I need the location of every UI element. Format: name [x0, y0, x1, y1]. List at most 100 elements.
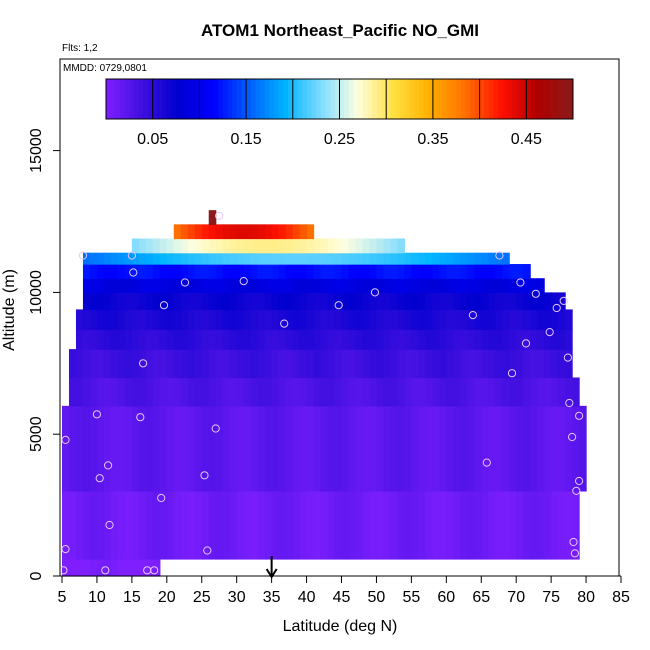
flight-point	[203, 546, 212, 555]
colorbar-swatch	[446, 79, 453, 119]
heatmap-cell	[131, 278, 140, 293]
heatmap-cell	[460, 309, 468, 330]
heatmap-cell	[299, 309, 308, 330]
heatmap-cell	[509, 490, 517, 560]
heatmap-cell	[264, 405, 273, 492]
heatmap-cell	[145, 329, 154, 350]
heatmap-cell	[516, 329, 524, 350]
heatmap-cell	[404, 377, 412, 407]
colorbar-tick-label: 0.25	[324, 131, 355, 148]
heatmap-cell	[404, 490, 412, 560]
heatmap-cell	[495, 377, 503, 407]
heatmap-cell	[306, 278, 315, 293]
colorbar-swatch	[204, 79, 210, 119]
x-tick-label: 85	[612, 589, 630, 606]
heatmap-cell	[390, 309, 398, 330]
heatmap-cell	[523, 292, 531, 311]
heatmap-cell	[208, 224, 217, 240]
heatmap-cell	[166, 309, 175, 330]
heatmap-cell	[376, 405, 385, 492]
colorbar-swatch	[288, 79, 294, 119]
x-tick-label: 70	[507, 589, 525, 606]
colorbar-swatch	[306, 79, 312, 119]
heatmap-cell	[208, 210, 217, 225]
heatmap-cell	[502, 405, 510, 492]
heatmap-cell	[201, 377, 210, 407]
heatmap-cell	[376, 278, 385, 293]
flight-point	[507, 369, 517, 378]
heatmap-cell	[250, 252, 259, 265]
heatmap-cell	[383, 264, 392, 279]
heatmap-cell	[411, 252, 419, 265]
heatmap-cell	[432, 309, 440, 330]
heatmap-cell	[502, 349, 510, 379]
heatmap-cell	[397, 309, 405, 330]
heatmap-cell	[103, 405, 112, 492]
heatmap-cell	[474, 405, 482, 492]
heatmap-cell	[285, 252, 294, 265]
heatmap-cell	[187, 329, 196, 350]
dates-label: MMDD: 0729,0801	[63, 63, 147, 74]
heatmap-cell	[236, 278, 245, 293]
heatmap-cell	[201, 264, 210, 279]
heatmap-cell	[271, 329, 280, 350]
heatmap-cell	[89, 349, 98, 379]
x-tick-label: 10	[88, 589, 106, 606]
heatmap-cell	[124, 252, 133, 265]
heatmap-cell	[537, 349, 545, 379]
heatmap-cell	[222, 405, 231, 492]
heatmap-cell	[166, 264, 175, 279]
flight-point	[521, 339, 531, 348]
colorbar-swatch	[362, 79, 369, 119]
heatmap-cell	[117, 278, 126, 293]
heatmap-cell	[544, 349, 552, 379]
colorbar-swatch	[512, 79, 518, 119]
heatmap-cell	[523, 278, 531, 293]
colorbar-swatch	[456, 79, 462, 119]
heatmap-cell	[271, 278, 280, 293]
heatmap-cell	[229, 252, 238, 265]
heatmap-cell	[208, 490, 217, 560]
heatmap-cell	[96, 278, 105, 293]
heatmap-cell	[278, 224, 287, 240]
heatmap-cell	[446, 278, 454, 293]
heatmap-cell	[145, 377, 154, 407]
heatmap-cell	[250, 377, 259, 407]
colorbar-swatch	[152, 79, 158, 119]
heatmap-cell	[474, 349, 482, 379]
colorbar-swatch	[255, 79, 261, 119]
heatmap-cell	[180, 292, 189, 311]
heatmap-cell	[166, 490, 175, 560]
heatmap-cell	[327, 309, 336, 330]
heatmap-cell	[355, 329, 364, 350]
heatmap-cell	[257, 252, 266, 265]
colorbar-swatch	[498, 79, 504, 119]
heatmap-cell	[187, 309, 196, 330]
heatmap-cell	[166, 377, 175, 407]
heatmap-cell	[327, 405, 336, 492]
flight-point	[575, 411, 584, 420]
colorbar-swatch	[218, 79, 224, 119]
heatmap-cell	[341, 349, 350, 379]
arrow-head	[265, 568, 278, 579]
heatmap-cell	[544, 490, 552, 560]
heatmap-cell	[117, 558, 126, 577]
heatmap-cell	[348, 490, 357, 560]
heatmap-cell	[355, 278, 364, 293]
heatmap-cell	[355, 377, 364, 407]
heatmap-cell	[229, 238, 238, 254]
heatmap-cell	[131, 252, 140, 265]
heatmap-cell	[390, 490, 398, 560]
heatmap-cell	[138, 252, 147, 265]
heatmap-cell	[558, 309, 566, 330]
colorbar-swatch	[535, 79, 541, 119]
heatmap-cell	[565, 349, 573, 379]
heatmap-cell	[551, 377, 559, 407]
heatmap-cell	[250, 490, 259, 560]
heatmap-cell	[208, 309, 217, 330]
colorbar-swatch	[484, 79, 490, 119]
heatmap-cell	[159, 252, 168, 265]
flight-point	[545, 328, 554, 337]
heatmap-cell	[383, 309, 392, 330]
heatmap-cell	[362, 292, 371, 311]
